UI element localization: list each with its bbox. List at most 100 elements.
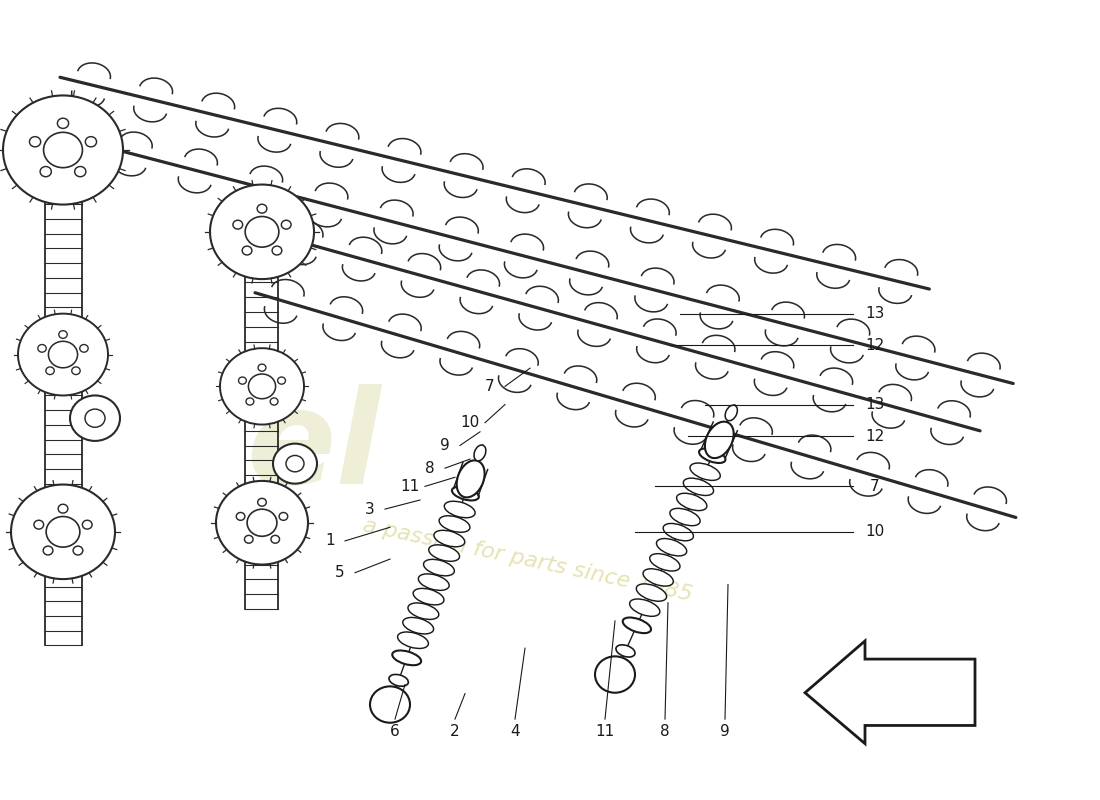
Ellipse shape	[657, 538, 686, 556]
Ellipse shape	[690, 463, 721, 480]
Ellipse shape	[650, 554, 680, 571]
Circle shape	[258, 364, 266, 371]
Text: 6: 6	[390, 724, 400, 739]
Ellipse shape	[424, 559, 454, 576]
Circle shape	[273, 444, 317, 484]
Circle shape	[245, 217, 278, 247]
Circle shape	[210, 185, 313, 279]
Circle shape	[257, 498, 266, 506]
Circle shape	[248, 509, 277, 536]
Circle shape	[58, 330, 67, 338]
Ellipse shape	[644, 569, 673, 586]
Circle shape	[72, 367, 80, 374]
Text: 13: 13	[866, 306, 884, 321]
Circle shape	[244, 535, 253, 543]
Text: el: el	[246, 385, 381, 511]
Circle shape	[277, 377, 286, 384]
Text: 10: 10	[461, 415, 480, 430]
Circle shape	[40, 166, 52, 177]
Text: 5: 5	[336, 566, 344, 580]
Text: 9: 9	[720, 724, 730, 739]
Circle shape	[216, 481, 308, 565]
Circle shape	[11, 485, 116, 579]
Circle shape	[257, 204, 267, 213]
Text: 10: 10	[866, 524, 884, 539]
Circle shape	[282, 220, 292, 229]
Circle shape	[30, 137, 41, 147]
Ellipse shape	[676, 494, 707, 510]
Text: 7: 7	[870, 479, 880, 494]
Ellipse shape	[636, 584, 667, 602]
Polygon shape	[805, 641, 975, 744]
Ellipse shape	[433, 530, 464, 546]
Text: 1: 1	[326, 534, 334, 549]
Circle shape	[220, 348, 304, 425]
Ellipse shape	[456, 460, 485, 498]
Text: 12: 12	[866, 429, 884, 444]
Text: 7: 7	[485, 379, 495, 394]
Ellipse shape	[670, 508, 700, 526]
Circle shape	[82, 520, 92, 529]
Circle shape	[239, 377, 246, 384]
Circle shape	[271, 398, 278, 405]
Ellipse shape	[418, 574, 449, 590]
Text: 9: 9	[440, 438, 450, 453]
Ellipse shape	[403, 618, 433, 634]
Circle shape	[79, 345, 88, 352]
Circle shape	[249, 374, 276, 398]
Text: 4: 4	[510, 724, 520, 739]
Ellipse shape	[408, 603, 439, 619]
Ellipse shape	[725, 405, 737, 421]
Circle shape	[73, 546, 82, 555]
Circle shape	[370, 686, 410, 722]
Ellipse shape	[663, 523, 693, 541]
Circle shape	[286, 455, 304, 472]
Circle shape	[236, 513, 245, 520]
Text: 12: 12	[866, 338, 884, 353]
Text: 11: 11	[595, 724, 615, 739]
Circle shape	[595, 656, 635, 693]
Circle shape	[34, 520, 44, 529]
Ellipse shape	[393, 650, 421, 666]
Text: 8: 8	[426, 461, 434, 476]
Circle shape	[48, 342, 78, 368]
Circle shape	[75, 166, 86, 177]
Text: a passion for parts since 1985: a passion for parts since 1985	[362, 515, 694, 605]
Circle shape	[58, 504, 68, 513]
Ellipse shape	[429, 545, 460, 562]
Ellipse shape	[414, 588, 444, 605]
Ellipse shape	[629, 599, 660, 616]
Circle shape	[271, 535, 279, 543]
Text: 8: 8	[660, 724, 670, 739]
Circle shape	[707, 438, 726, 454]
Circle shape	[279, 513, 288, 520]
Circle shape	[18, 314, 108, 395]
Circle shape	[86, 137, 97, 147]
Ellipse shape	[474, 445, 486, 461]
Ellipse shape	[452, 486, 478, 501]
Circle shape	[44, 132, 82, 168]
Ellipse shape	[444, 502, 475, 518]
Circle shape	[57, 118, 68, 129]
Circle shape	[242, 246, 252, 255]
Ellipse shape	[389, 674, 408, 686]
Circle shape	[3, 95, 123, 205]
Circle shape	[272, 246, 282, 255]
Ellipse shape	[397, 632, 428, 649]
Circle shape	[460, 475, 478, 491]
Circle shape	[70, 395, 120, 441]
Ellipse shape	[683, 478, 714, 495]
Ellipse shape	[705, 422, 734, 458]
Text: 3: 3	[365, 502, 375, 517]
Ellipse shape	[439, 516, 470, 532]
Ellipse shape	[623, 618, 651, 633]
Ellipse shape	[616, 645, 635, 657]
Circle shape	[85, 409, 104, 427]
Circle shape	[43, 546, 53, 555]
Circle shape	[233, 220, 243, 229]
Circle shape	[46, 517, 80, 547]
Ellipse shape	[698, 449, 726, 463]
Circle shape	[246, 398, 254, 405]
Text: 13: 13	[866, 397, 884, 412]
Text: 11: 11	[400, 479, 419, 494]
